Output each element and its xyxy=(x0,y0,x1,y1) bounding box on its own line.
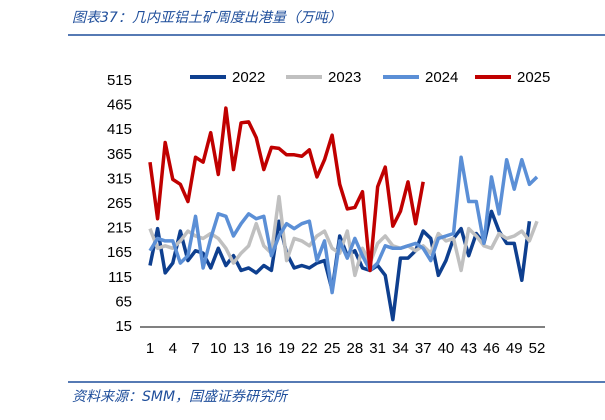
x-tick-label: 31 xyxy=(369,340,386,357)
x-tick-label: 28 xyxy=(347,340,364,357)
x-tick-label: 49 xyxy=(506,340,523,357)
x-tick-label: 1 xyxy=(146,340,154,357)
x-tick-label: 34 xyxy=(392,340,409,357)
x-tick-label: 46 xyxy=(483,340,500,357)
series-line xyxy=(148,194,539,278)
x-tick-label: 40 xyxy=(438,340,455,357)
legend-label: 2022 xyxy=(232,69,265,86)
y-tick-label: 315 xyxy=(107,170,132,187)
y-tick-label: 515 xyxy=(107,72,132,89)
x-tick-label: 13 xyxy=(233,340,250,357)
series-line xyxy=(148,209,532,322)
series-line xyxy=(148,106,425,273)
x-tick-label: 19 xyxy=(278,340,295,357)
y-tick-label: 115 xyxy=(108,269,132,286)
x-tick-label: 10 xyxy=(210,340,227,357)
x-tick-label: 43 xyxy=(460,340,477,357)
legend-label: 2023 xyxy=(328,69,361,86)
y-tick-label: 65 xyxy=(115,293,132,310)
legend-label: 2025 xyxy=(517,69,550,86)
x-tick-label: 16 xyxy=(255,340,272,357)
x-tick-label: 4 xyxy=(169,340,177,357)
y-tick-label: 15 xyxy=(115,318,132,335)
y-tick-label: 465 xyxy=(107,97,132,114)
chart-title: 图表37：几内亚铝土矿周度出港量（万吨） xyxy=(72,10,342,26)
legend-label: 2024 xyxy=(425,69,458,86)
source: 资料来源：SMM，国盛证券研究所 xyxy=(72,389,289,405)
x-tick-label: 52 xyxy=(529,340,546,357)
x-tick-label: 37 xyxy=(415,340,432,357)
y-tick-label: 265 xyxy=(107,195,132,212)
x-tick-label: 25 xyxy=(324,340,341,357)
y-tick-label: 415 xyxy=(107,121,132,138)
x-tick-label: 7 xyxy=(191,340,199,357)
series-line xyxy=(148,155,539,295)
y-tick-label: 165 xyxy=(107,244,132,261)
y-tick-label: 365 xyxy=(107,146,132,163)
y-tick-label: 215 xyxy=(107,220,132,237)
x-tick-label: 22 xyxy=(301,340,318,357)
